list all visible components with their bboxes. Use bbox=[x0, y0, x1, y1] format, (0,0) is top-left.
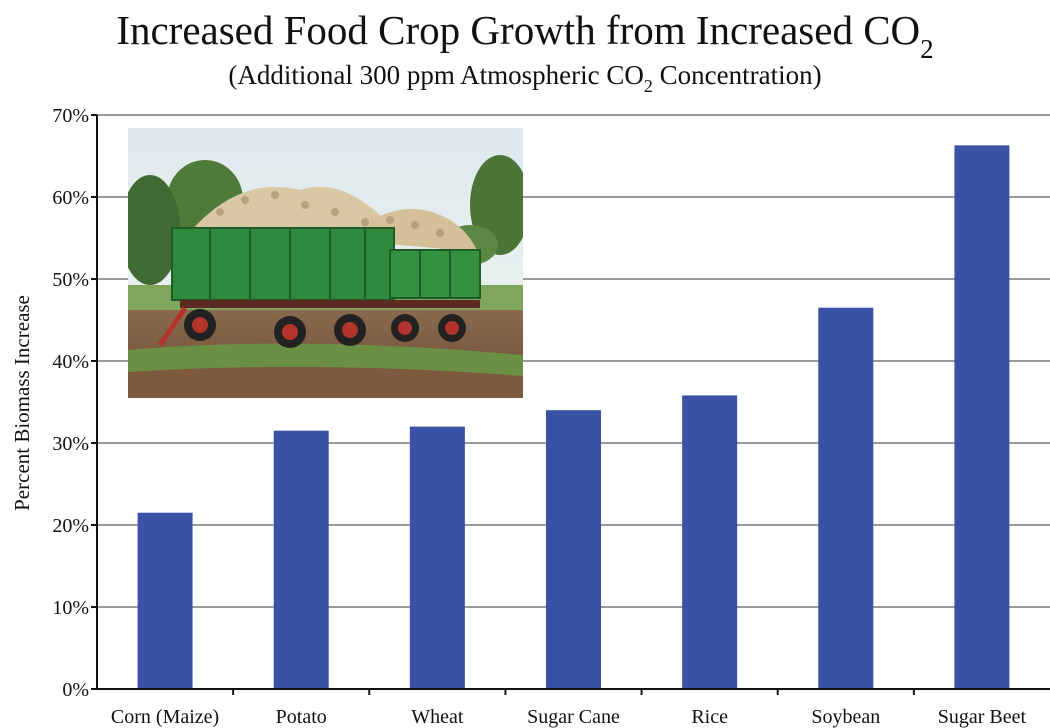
bar bbox=[818, 307, 874, 689]
x-tick-label: Potato bbox=[276, 706, 327, 728]
x-tick-label: Sugar Cane bbox=[527, 706, 620, 728]
x-axis-ticks: Corn (Maize) Potato Wheat Sugar Cane Rice Soy… bbox=[111, 689, 1027, 728]
y-axis-label: Percent Biomass Increase bbox=[10, 295, 34, 511]
y-tick-label: 70% bbox=[52, 105, 89, 127]
bar bbox=[682, 395, 738, 689]
x-tick-label: Wheat bbox=[411, 706, 464, 728]
y-tick-label: 20% bbox=[52, 515, 89, 537]
bar-series bbox=[137, 145, 1010, 690]
x-tick-label: Sugar Beet bbox=[938, 706, 1027, 728]
y-tick-label: 0% bbox=[62, 679, 89, 701]
bar bbox=[546, 410, 601, 689]
y-tick-label: 50% bbox=[52, 269, 89, 291]
y-tick-label: 30% bbox=[52, 433, 89, 455]
x-tick-label: Corn (Maize) bbox=[111, 706, 219, 728]
chart-title: Increased Food Crop Growth from Increase… bbox=[116, 7, 933, 64]
bar bbox=[409, 426, 465, 689]
bar bbox=[273, 430, 329, 689]
x-tick-label: Rice bbox=[691, 706, 728, 728]
y-tick-label: 60% bbox=[52, 187, 89, 209]
bar bbox=[137, 512, 193, 689]
y-axis-ticks: 0% 10% 20% 30% 40% 50% 60% 70% bbox=[52, 105, 97, 701]
x-tick-label: Soybean bbox=[811, 706, 880, 728]
inset-photo-sugar-beet-trailers bbox=[128, 128, 523, 398]
y-tick-label: 10% bbox=[52, 597, 89, 619]
bar bbox=[954, 145, 1010, 690]
chart-subtitle: (Additional 300 ppm Atmospheric CO2 Conc… bbox=[228, 60, 821, 96]
y-tick-label: 40% bbox=[52, 351, 89, 373]
